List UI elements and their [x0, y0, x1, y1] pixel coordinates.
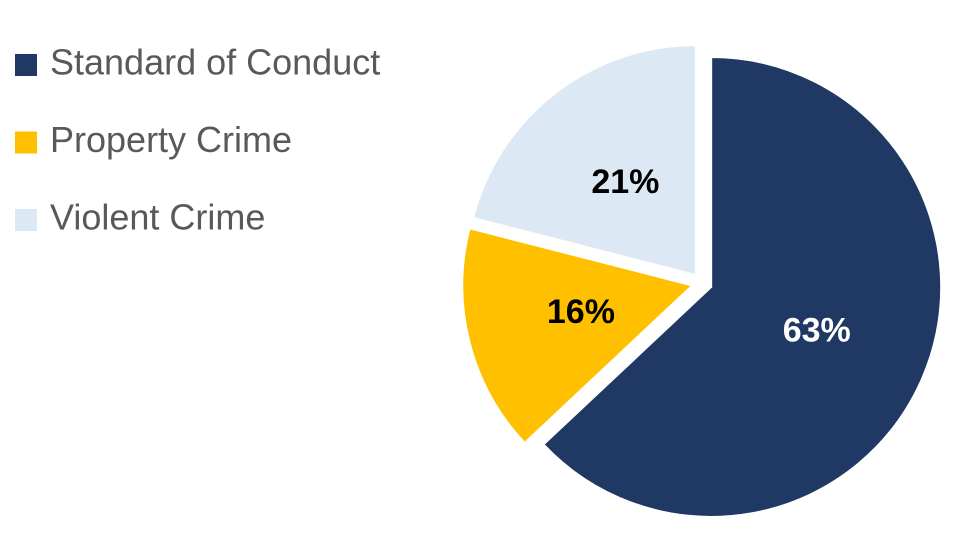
pie-slice: [461, 227, 695, 445]
legend-swatch: [15, 54, 37, 76]
legend-swatch: [15, 209, 37, 231]
legend-text: Standard of Conduct: [50, 42, 380, 83]
legend-text: Property Crime: [50, 119, 292, 160]
slice-label: 63%: [783, 312, 851, 350]
pie-slice: [542, 55, 943, 518]
pie-slice: [471, 44, 697, 277]
slice-label: 21%: [591, 163, 659, 201]
legend-swatch: [15, 131, 37, 154]
legend-text: Violent Crime: [50, 197, 265, 238]
slice-label: 16%: [547, 293, 615, 331]
